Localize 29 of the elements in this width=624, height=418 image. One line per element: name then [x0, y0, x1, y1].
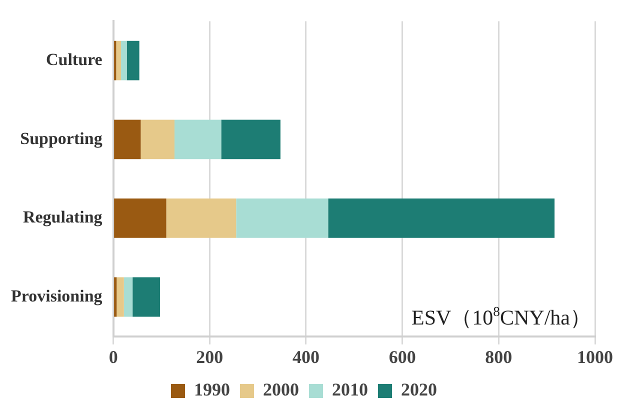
x-tick-label: 200 [196, 346, 224, 367]
bar [140, 120, 174, 160]
x-tick-label: 1000 [577, 346, 613, 367]
bar [114, 277, 117, 317]
y-tick-label: Supporting [20, 128, 103, 148]
bar [114, 120, 141, 160]
bar [221, 120, 280, 160]
y-tick-label: Culture [46, 50, 103, 69]
bar [328, 198, 555, 238]
legend-label: 2010 [332, 380, 368, 400]
bar [124, 277, 133, 317]
y-tick-label: Provisioning [10, 286, 103, 306]
bar [166, 198, 236, 238]
bar [174, 120, 222, 160]
x-tick-label: 800 [485, 346, 512, 367]
bar [126, 40, 140, 80]
x-tick-label: 600 [388, 346, 416, 367]
bar [132, 277, 160, 317]
bar [116, 277, 124, 317]
bar [121, 40, 127, 80]
legend-label: 2000 [263, 380, 299, 400]
bar [114, 198, 166, 238]
legend-label: 1990 [194, 380, 230, 400]
bar [236, 198, 328, 238]
x-tick-label: 0 [108, 346, 118, 367]
y-tick-label: Regulating [22, 208, 103, 227]
bar [116, 40, 122, 80]
x-tick-label: 400 [292, 346, 320, 367]
legend-label: 2020 [401, 380, 437, 400]
